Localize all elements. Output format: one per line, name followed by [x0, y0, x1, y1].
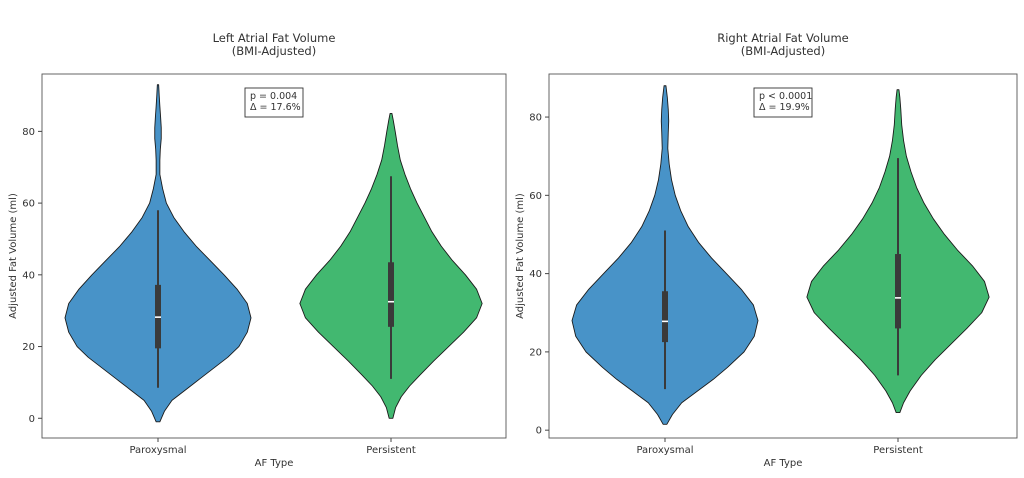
stats-annotation-box [753, 87, 813, 118]
y-tick-label: 0 [536, 426, 542, 437]
y-axis-label: Adjusted Fat Volume (ml) [515, 193, 526, 319]
x-axis-label: AF Type [764, 458, 803, 469]
stats-annotation-line: Δ = 17.6% [250, 102, 301, 113]
stats-annotation-box [244, 87, 304, 118]
chart-panel-2: Right Atrial Fat Volume(BMI-Adjusted) Par… [515, 31, 1018, 469]
y-tick-label: 20 [529, 347, 542, 358]
x-axis-label: AF Type [255, 458, 294, 469]
chart-title-line-2: (BMI-Adjusted) [232, 44, 316, 58]
y-tick-label: 0 [29, 414, 35, 425]
y-axis-label: Adjusted Fat Volume (ml) [8, 193, 19, 319]
y-tick-label: 60 [529, 191, 542, 202]
x-tick-label: Paroxysmal [636, 445, 693, 456]
x-tick-label: Persistent [366, 445, 416, 456]
y-tick-label: 40 [529, 269, 542, 280]
chart-title-line-1: Left Atrial Fat Volume [213, 31, 336, 45]
y-tick-label: 80 [529, 113, 542, 124]
y-tick-label: 40 [22, 270, 35, 281]
chart-title-line-2: (BMI-Adjusted) [741, 44, 825, 58]
y-tick-label: 20 [22, 342, 35, 353]
stats-annotation-line: Δ = 19.9% [759, 102, 810, 113]
y-tick-label: 80 [22, 127, 35, 138]
iqr-box-persistent [895, 254, 901, 329]
stats-annotation-line: p = 0.004 [250, 91, 297, 102]
stats-annotation-line: p < 0.0001 [759, 91, 812, 102]
x-tick-label: Persistent [873, 445, 923, 456]
iqr-box-paroxysmal [662, 291, 668, 343]
iqr-box-persistent [388, 262, 394, 327]
plot-frame [41, 73, 507, 439]
chart-title-line-1: Right Atrial Fat Volume [717, 31, 848, 45]
x-tick-label: Paroxysmal [129, 445, 186, 456]
plot-frame [548, 73, 1018, 439]
y-tick-label: 60 [22, 199, 35, 210]
chart-panel-1: Left Atrial Fat Volume(BMI-Adjusted) Paro… [8, 31, 507, 469]
